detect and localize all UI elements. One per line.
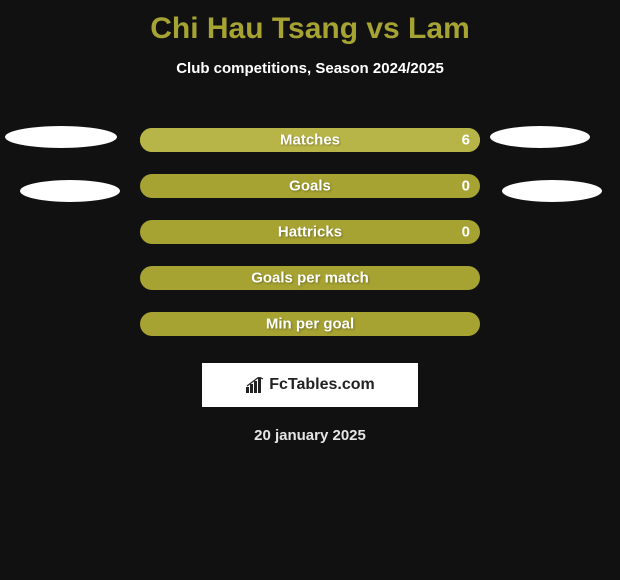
- bar-value: 6: [462, 132, 470, 149]
- page-title: Chi Hau Tsang vs Lam: [0, 0, 620, 46]
- bar-container: Goals 0: [140, 174, 480, 198]
- bar-row-goals-per-match: Goals per match: [0, 255, 620, 301]
- watermark-content: FcTables.com: [245, 376, 375, 394]
- bar-container: Min per goal: [140, 312, 480, 336]
- bar-container: Matches 6: [140, 128, 480, 152]
- bar-label: Goals per match: [140, 270, 480, 287]
- date-label: 20 january 2025: [0, 427, 620, 444]
- bar-container: Goals per match: [140, 266, 480, 290]
- chart-icon: [245, 377, 265, 393]
- bar-row-min-per-goal: Min per goal: [0, 301, 620, 347]
- watermark-label: FcTables.com: [269, 376, 375, 394]
- bar-container: Hattricks 0: [140, 220, 480, 244]
- watermark-badge: FcTables.com: [202, 363, 418, 407]
- page-subtitle: Club competitions, Season 2024/2025: [0, 60, 620, 77]
- bar-value: 0: [462, 178, 470, 195]
- bar-row-hattricks: Hattricks 0: [0, 209, 620, 255]
- bar-row-matches: Matches 6: [0, 117, 620, 163]
- bar-label: Hattricks: [140, 224, 480, 241]
- bar-value: 0: [462, 224, 470, 241]
- bar-label: Goals: [140, 178, 480, 195]
- bar-label: Min per goal: [140, 316, 480, 333]
- comparison-chart: Matches 6 Goals 0 Hattricks 0 Goals per …: [0, 117, 620, 347]
- bar-row-goals: Goals 0: [0, 163, 620, 209]
- bar-label: Matches: [140, 132, 480, 149]
